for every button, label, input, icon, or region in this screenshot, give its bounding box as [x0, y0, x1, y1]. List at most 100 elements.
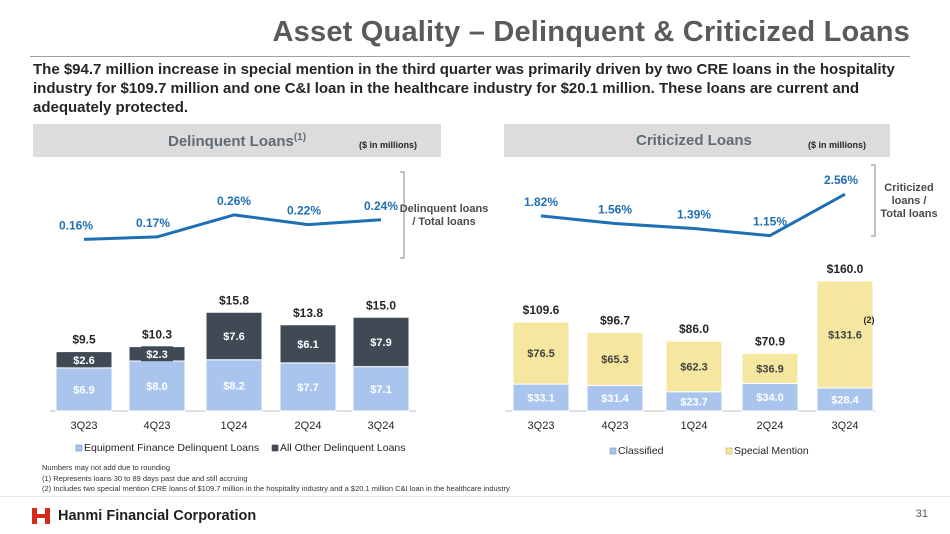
criticized-bar-label-box [678, 358, 710, 374]
criticized-bar-value-label: $31.4 [601, 393, 629, 405]
delinquent-ratio-bracket [400, 171, 405, 259]
title-divider [30, 56, 910, 57]
delinquent-bar-value-label: $7.6 [223, 331, 244, 343]
criticized-unit-label: ($ in millions) [808, 140, 867, 150]
intro-text: The $94.7 million increase in special me… [33, 61, 895, 116]
criticized-bar-value-label: $34.0 [756, 392, 784, 404]
criticized-ratio-label: 2.56% [824, 173, 858, 187]
delinquent-ratio-line [83, 213, 382, 241]
delinquent-legend-label: Equipment Finance Delinquent Loans [84, 442, 259, 454]
criticized-bar-total-label: $109.6 [523, 303, 560, 317]
footnote-marker-1: (1) [293, 132, 307, 143]
criticized-category-label: 3Q24 [832, 420, 859, 432]
criticized-ratio-label: 1.56% [598, 203, 632, 217]
criticized-ratio-line [540, 192, 846, 238]
criticized-bar-value-label: $76.5 [527, 348, 555, 360]
delinquent-bar-label-box [218, 328, 250, 344]
delinquent-bar-label-box [292, 379, 324, 395]
delinquent-bar-total-label: $13.8 [293, 306, 323, 320]
criticized-bar-total-label: $96.7 [600, 313, 630, 327]
delinquent-category-label: 3Q23 [71, 420, 98, 432]
delinquent-bar-label-box [365, 381, 397, 397]
criticized-bar-label-box [599, 351, 631, 367]
page-number: 31 [915, 508, 928, 520]
criticized-bar-value-label: $23.7 [680, 396, 708, 408]
footnotes: Numbers may not add due to rounding (1) … [42, 463, 510, 495]
delinquent-panel-title: Delinquent Loans(1) [168, 132, 306, 150]
delinquent-bar-total-label: $10.3 [142, 328, 172, 342]
delinquent-ratio-label: 0.16% [59, 218, 93, 232]
criticized-ratio-label: 1.39% [677, 208, 711, 222]
delinquent-bar-value-label: $8.0 [146, 381, 167, 393]
hanmi-logo-icon [32, 508, 50, 524]
criticized-ratio-side-label: Criticized [884, 182, 934, 194]
delinquent-ratio-label: 0.17% [136, 216, 170, 230]
criticized-bar-value-label: $28.4 [831, 394, 859, 406]
criticized-ratio-label: 1.15% [753, 215, 787, 229]
delinquent-bar-label-box [218, 377, 250, 393]
criticized-category-label: 4Q23 [602, 420, 629, 432]
criticized-legend-label: Classified [618, 445, 664, 457]
criticized-bar-label-box [525, 390, 557, 406]
criticized-bar-label-box [678, 393, 710, 409]
delinquent-legend-label: All Other Delinquent Loans [280, 442, 406, 454]
delinquent-title-text: Delinquent Loans [168, 133, 294, 150]
page-title: Asset Quality – Delinquent & Criticized … [272, 16, 910, 48]
delinquent-category-label: 2Q24 [295, 420, 322, 432]
delinquent-ratio-label: 0.24% [364, 199, 398, 213]
criticized-legend-label: Special Mention [734, 445, 809, 457]
delinquent-bar-value-label: $6.1 [297, 339, 318, 351]
delinquent-bar-total-label: $15.0 [366, 298, 396, 312]
delinquent-bar-label-box [141, 346, 173, 362]
delinquent-bar-label-box [141, 378, 173, 394]
delinquent-category-label: 4Q23 [144, 420, 171, 432]
criticized-ratio-label: 1.82% [524, 195, 558, 209]
delinquent-bar-label-box [68, 381, 100, 397]
criticized-panel-title: Criticized Loans [636, 132, 752, 149]
criticized-category-label: 1Q24 [681, 420, 708, 432]
footer-divider [0, 496, 950, 497]
delinquent-bar-value-label: $2.6 [73, 355, 94, 367]
delinquent-bar-value-label: $7.7 [297, 382, 318, 394]
delinquent-bar-total-label: $15.8 [219, 293, 249, 307]
footnote-1: (1) Represents loans 30 to 89 days past … [42, 473, 248, 483]
delinquent-bar-value-label: $2.3 [146, 349, 167, 361]
criticized-bar-label-box [754, 389, 786, 405]
criticized-legend-swatch [725, 447, 733, 455]
delinquent-bar-value-label: $6.9 [73, 384, 94, 396]
criticized-bar-label-box [599, 390, 631, 406]
criticized-bar-value-label: $36.9 [756, 363, 784, 375]
delinquent-bar-value-label: $8.2 [223, 380, 244, 392]
company-name: Hanmi Financial Corporation [58, 508, 257, 524]
delinquent-legend-swatch [271, 444, 279, 452]
delinquent-category-label: 3Q24 [368, 420, 395, 432]
delinquent-bar-label-box [68, 352, 100, 368]
delinquent-ratio-label: 0.26% [217, 194, 251, 208]
delinquent-legend-swatch [75, 444, 83, 452]
criticized-bar-label-box [754, 360, 786, 376]
delinquent-bar-label-box [365, 334, 397, 350]
criticized-footnote-marker: (2) [864, 315, 875, 325]
criticized-bar-value-label: $33.1 [527, 393, 555, 405]
criticized-legend-swatch [609, 447, 617, 455]
delinquent-bar-total-label: $9.5 [72, 333, 96, 347]
delinquent-bar-value-label: $7.9 [370, 337, 391, 349]
criticized-bar-special-mention [741, 352, 799, 384]
delinquent-ratio-label: 0.22% [287, 204, 321, 218]
delinquent-ratio-side-label: Delinquent loans [400, 203, 489, 215]
criticized-panel-header: Criticized Loans ($ in millions) [504, 124, 890, 157]
company-logo: Hanmi Financial Corporation [30, 505, 256, 527]
criticized-ratio-side-label: loans / [892, 195, 927, 207]
delinquent-bar-label-box [292, 336, 324, 352]
criticized-bar-total-label: $86.0 [679, 322, 709, 336]
criticized-bar-label-box [525, 345, 557, 361]
criticized-bar-label-box [829, 326, 861, 342]
delinquent-bar-value-label: $7.1 [370, 384, 391, 396]
criticized-bar-label-box [829, 391, 861, 407]
criticized-ratio-bracket [871, 164, 876, 237]
criticized-bar-value-label: $131.6 [828, 329, 862, 341]
delinquent-unit-label: ($ in millions) [359, 140, 418, 150]
criticized-ratio-side-label: Total loans [880, 208, 937, 220]
footnote-2: (2) Includes two special mention CRE loa… [42, 484, 510, 493]
